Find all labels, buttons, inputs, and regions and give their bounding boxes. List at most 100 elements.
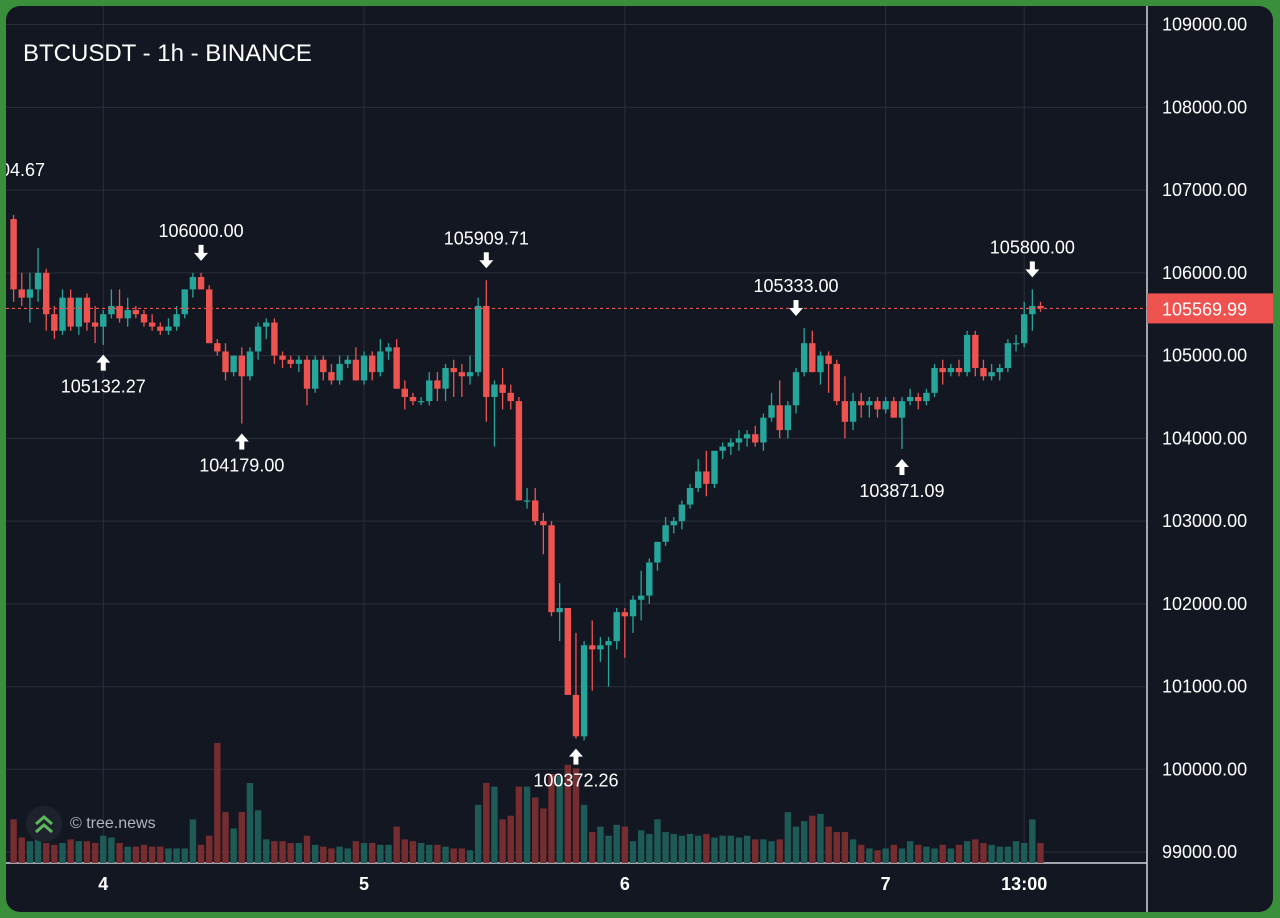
candle-body (670, 521, 677, 526)
volume-bar (148, 846, 156, 863)
volume-bar (743, 835, 751, 863)
volume-bar (556, 775, 563, 863)
arrow-up-icon (894, 459, 909, 468)
candle-body (51, 314, 58, 331)
candle-body (980, 368, 987, 377)
price-annotation: 106000.00 (159, 221, 244, 261)
volume-bar (792, 826, 800, 863)
candle-body (915, 396, 922, 402)
arrow-down-icon (194, 252, 209, 261)
candles (6, 214, 1147, 741)
candle-body (662, 525, 669, 542)
candle-body (874, 401, 881, 410)
candle-body (955, 368, 963, 373)
volume-bar (181, 848, 188, 863)
time-tick-label: 6 (620, 874, 630, 894)
volume-bar (132, 846, 140, 863)
candle-body (311, 359, 319, 389)
price-annotation: 105132.27 (61, 354, 146, 397)
candle-body (1012, 343, 1020, 345)
volume-bar (825, 826, 832, 863)
candle-body (735, 438, 743, 443)
volume-bar (214, 743, 221, 863)
price-tick-label: 109000.00 (1162, 15, 1247, 35)
volume-bar (426, 844, 433, 863)
arrow-down-icon-shaft (793, 300, 799, 310)
chart-frame: 106000.00 105132.27 104179.00 105909.71 1003… (6, 6, 1273, 912)
volume-bar (369, 843, 376, 863)
volume-bar (197, 844, 205, 863)
volume-bar (662, 832, 669, 863)
candlestick-chart[interactable]: 106000.00 105132.27 104179.00 105909.71 1003… (6, 6, 1273, 912)
arrow-down-icon-shaft (1029, 261, 1035, 271)
price-tick-label: 99000.00 (1162, 842, 1237, 862)
candle-body (148, 322, 156, 327)
volume-bar (654, 819, 661, 863)
candle-body (287, 359, 294, 364)
candle-body (858, 401, 865, 406)
volume-bar (43, 843, 50, 863)
volume-bar (295, 843, 303, 863)
arrow-up-icon (96, 354, 111, 363)
candle-body (499, 384, 506, 393)
candle-body (197, 276, 205, 290)
candle-body (809, 343, 816, 373)
candle-body (369, 355, 376, 373)
volume-bar (931, 848, 938, 863)
candle-body (572, 694, 580, 737)
volume-bar (409, 841, 417, 863)
current-price-badge (1147, 293, 1273, 324)
volume-bar (768, 841, 775, 863)
arrow-up-icon-shaft (239, 440, 245, 450)
candle-body (140, 314, 148, 323)
candle-body (409, 396, 417, 402)
candle-body (352, 359, 360, 381)
price-tick-label: 100000.00 (1162, 759, 1247, 779)
arrow-up-icon (234, 433, 249, 442)
volume-bar (165, 848, 172, 863)
price-annotation: 105909.71 (444, 228, 529, 269)
volume-bar (491, 786, 498, 863)
candle-body (10, 219, 17, 290)
volume-bar (206, 835, 213, 863)
candle-body (450, 368, 457, 373)
volume-bar (735, 837, 743, 863)
candle-body (849, 401, 857, 422)
volume-bar (939, 844, 946, 863)
candle-body (1004, 343, 1012, 369)
candle-body (768, 405, 775, 418)
volume-bar (483, 783, 490, 863)
candle-body (320, 359, 327, 373)
candle-body (825, 355, 832, 364)
volume-bar (695, 835, 702, 863)
candle-body (972, 334, 979, 369)
arrow-down-icon (1025, 269, 1040, 278)
volume-bar (572, 768, 580, 863)
time-tick-label: 7 (881, 874, 891, 894)
price-annotation: 103871.09 (859, 459, 944, 501)
volume-bar (474, 804, 482, 863)
arrow-down-icon-shaft (483, 252, 489, 262)
volume-bar (1029, 819, 1036, 863)
volume-bar (83, 841, 91, 863)
annotation-label: 103871.09 (859, 481, 944, 501)
volume-bar (230, 828, 237, 863)
volume-bar (507, 815, 514, 863)
price-tick-label: 103000.00 (1162, 511, 1247, 531)
candle-body (678, 504, 686, 522)
volume-bar (311, 844, 319, 863)
price-tick-label: 101000.00 (1162, 677, 1247, 697)
candle-body (1021, 314, 1028, 344)
volume-bar (360, 843, 368, 863)
candle-body (654, 541, 661, 563)
candle-body (939, 368, 946, 373)
time-axis[interactable]: 4 5 6 7 13:00 (98, 874, 1047, 894)
candle-body (580, 645, 588, 737)
candle-body (328, 372, 335, 381)
arrow-up-icon (568, 748, 583, 757)
price-axis[interactable]: 109000.00 108000.00 107000.00 106000.00 1050… (1147, 15, 1273, 863)
candle-body (263, 322, 270, 327)
price-tick-label: 105000.00 (1162, 346, 1247, 366)
volume-bar (458, 848, 466, 863)
volume-bar (858, 844, 865, 863)
